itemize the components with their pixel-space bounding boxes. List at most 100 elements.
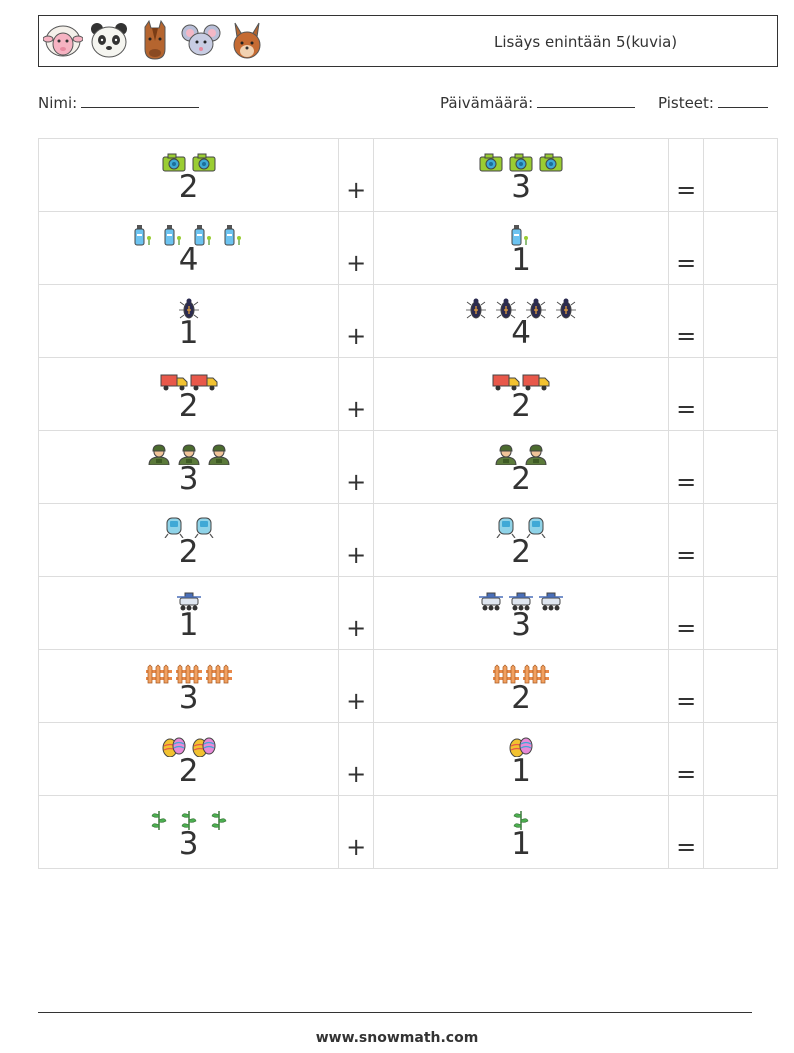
plus-sign: + [346, 322, 367, 350]
addend-b: 2 [511, 534, 532, 570]
addend-b: 2 [511, 680, 532, 716]
plus-cell: + [338, 795, 375, 869]
equals-cell: = [668, 211, 705, 285]
addend-a-cell: 2 [37, 138, 340, 212]
equals-cell: = [668, 138, 705, 212]
plus-sign: + [346, 249, 367, 277]
beetle-icon [526, 298, 547, 319]
date-blank[interactable] [537, 93, 636, 108]
train-icon [496, 517, 516, 538]
fence-icon [523, 664, 550, 684]
addend-b-cell: 1 [373, 795, 670, 869]
plus-cell: + [338, 138, 375, 212]
easter-egg-icon [162, 737, 186, 757]
addend-b-cell: 2 [373, 430, 670, 504]
plus-cell: + [338, 357, 375, 431]
soldier-icon [208, 444, 230, 465]
addend-a: 1 [178, 607, 199, 643]
addend-b: 2 [511, 461, 532, 497]
beetle-icon [178, 298, 199, 319]
answer-cell[interactable] [703, 284, 778, 358]
answer-cell[interactable] [703, 503, 778, 577]
camera-icon [509, 153, 533, 172]
answer-cell[interactable] [703, 722, 778, 796]
addend-a: 3 [178, 680, 199, 716]
addend-a-icons [39, 370, 338, 392]
answer-cell[interactable] [703, 795, 778, 869]
addend-b-cell: 1 [373, 722, 670, 796]
plus-cell: + [338, 284, 375, 358]
score-field: Pisteet: [658, 93, 768, 112]
equals-cell: = [668, 430, 705, 504]
equals-cell: = [668, 649, 705, 723]
answer-cell[interactable] [703, 357, 778, 431]
answer-cell[interactable] [703, 430, 778, 504]
bottle-icon [194, 225, 211, 246]
camera-icon [479, 153, 503, 172]
rover-icon [539, 592, 564, 611]
horse-icon [144, 19, 166, 60]
problem-row: 2 +2 = [37, 357, 778, 431]
addend-a-cell: 2 [37, 503, 340, 577]
addend-b-icons [374, 589, 668, 611]
equals-sign: = [676, 833, 697, 861]
train-icon [526, 517, 546, 538]
addend-b-icons [374, 808, 668, 830]
problem-row: 2 +3 = [37, 138, 778, 212]
rover-icon [479, 592, 504, 611]
plus-cell: + [338, 576, 375, 650]
problem-row: 3 +1 = [37, 795, 778, 869]
train-icon [194, 517, 214, 538]
equals-cell: = [668, 284, 705, 358]
addend-b-cell: 1 [373, 211, 670, 285]
equals-sign: = [676, 322, 697, 350]
answer-cell[interactable] [703, 576, 778, 650]
sprout-icon [181, 811, 196, 830]
plus-cell: + [338, 722, 375, 796]
plus-sign: + [346, 395, 367, 423]
footer-url: www.snowmath.com [315, 1030, 479, 1046]
plus-sign: + [346, 687, 367, 715]
equals-sign: = [676, 249, 697, 277]
addend-b-icons [374, 443, 668, 465]
addend-b: 1 [511, 826, 532, 862]
plus-sign: + [346, 760, 367, 788]
answer-cell[interactable] [703, 211, 778, 285]
problem-row: 4 +1 = [37, 211, 778, 285]
name-label: Nimi: [38, 94, 78, 112]
truck-icon [190, 374, 218, 391]
bottle-icon [511, 225, 529, 246]
rover-icon [509, 592, 534, 611]
addend-b-icons [374, 151, 668, 173]
worksheet-title: Lisäys enintään 5(kuvia) [494, 33, 678, 51]
camera-icon [192, 153, 216, 172]
addend-a: 2 [178, 753, 199, 789]
equals-sign: = [676, 760, 697, 788]
easter-egg-icon [509, 737, 533, 757]
addend-b-cell: 4 [373, 284, 670, 358]
plus-sign: + [346, 833, 367, 861]
addend-a-icons [39, 589, 338, 611]
problem-row: 3 +2 = [37, 430, 778, 504]
header-box: Lisäys enintään 5(kuvia) [38, 15, 778, 67]
addend-a: 4 [178, 242, 199, 278]
score-blank[interactable] [717, 93, 768, 108]
bottle-icon [134, 225, 151, 246]
problem-row: 2 +1 = [37, 722, 778, 796]
problem-row: 3 +2 = [37, 649, 778, 723]
name-field: Nimi: [38, 93, 200, 112]
sprout-icon [151, 811, 166, 830]
fence-icon [145, 664, 172, 684]
name-blank[interactable] [81, 93, 200, 108]
equals-sign: = [676, 468, 697, 496]
plus-sign: + [346, 176, 367, 204]
plus-sign: + [346, 468, 367, 496]
camera-icon [539, 153, 563, 172]
addend-b-cell: 3 [373, 138, 670, 212]
easter-egg-icon [192, 737, 216, 757]
answer-cell[interactable] [703, 649, 778, 723]
answer-cell[interactable] [703, 138, 778, 212]
soldier-icon [525, 444, 547, 465]
fence-icon [175, 664, 202, 684]
problem-row: 1 +3 = [37, 576, 778, 650]
